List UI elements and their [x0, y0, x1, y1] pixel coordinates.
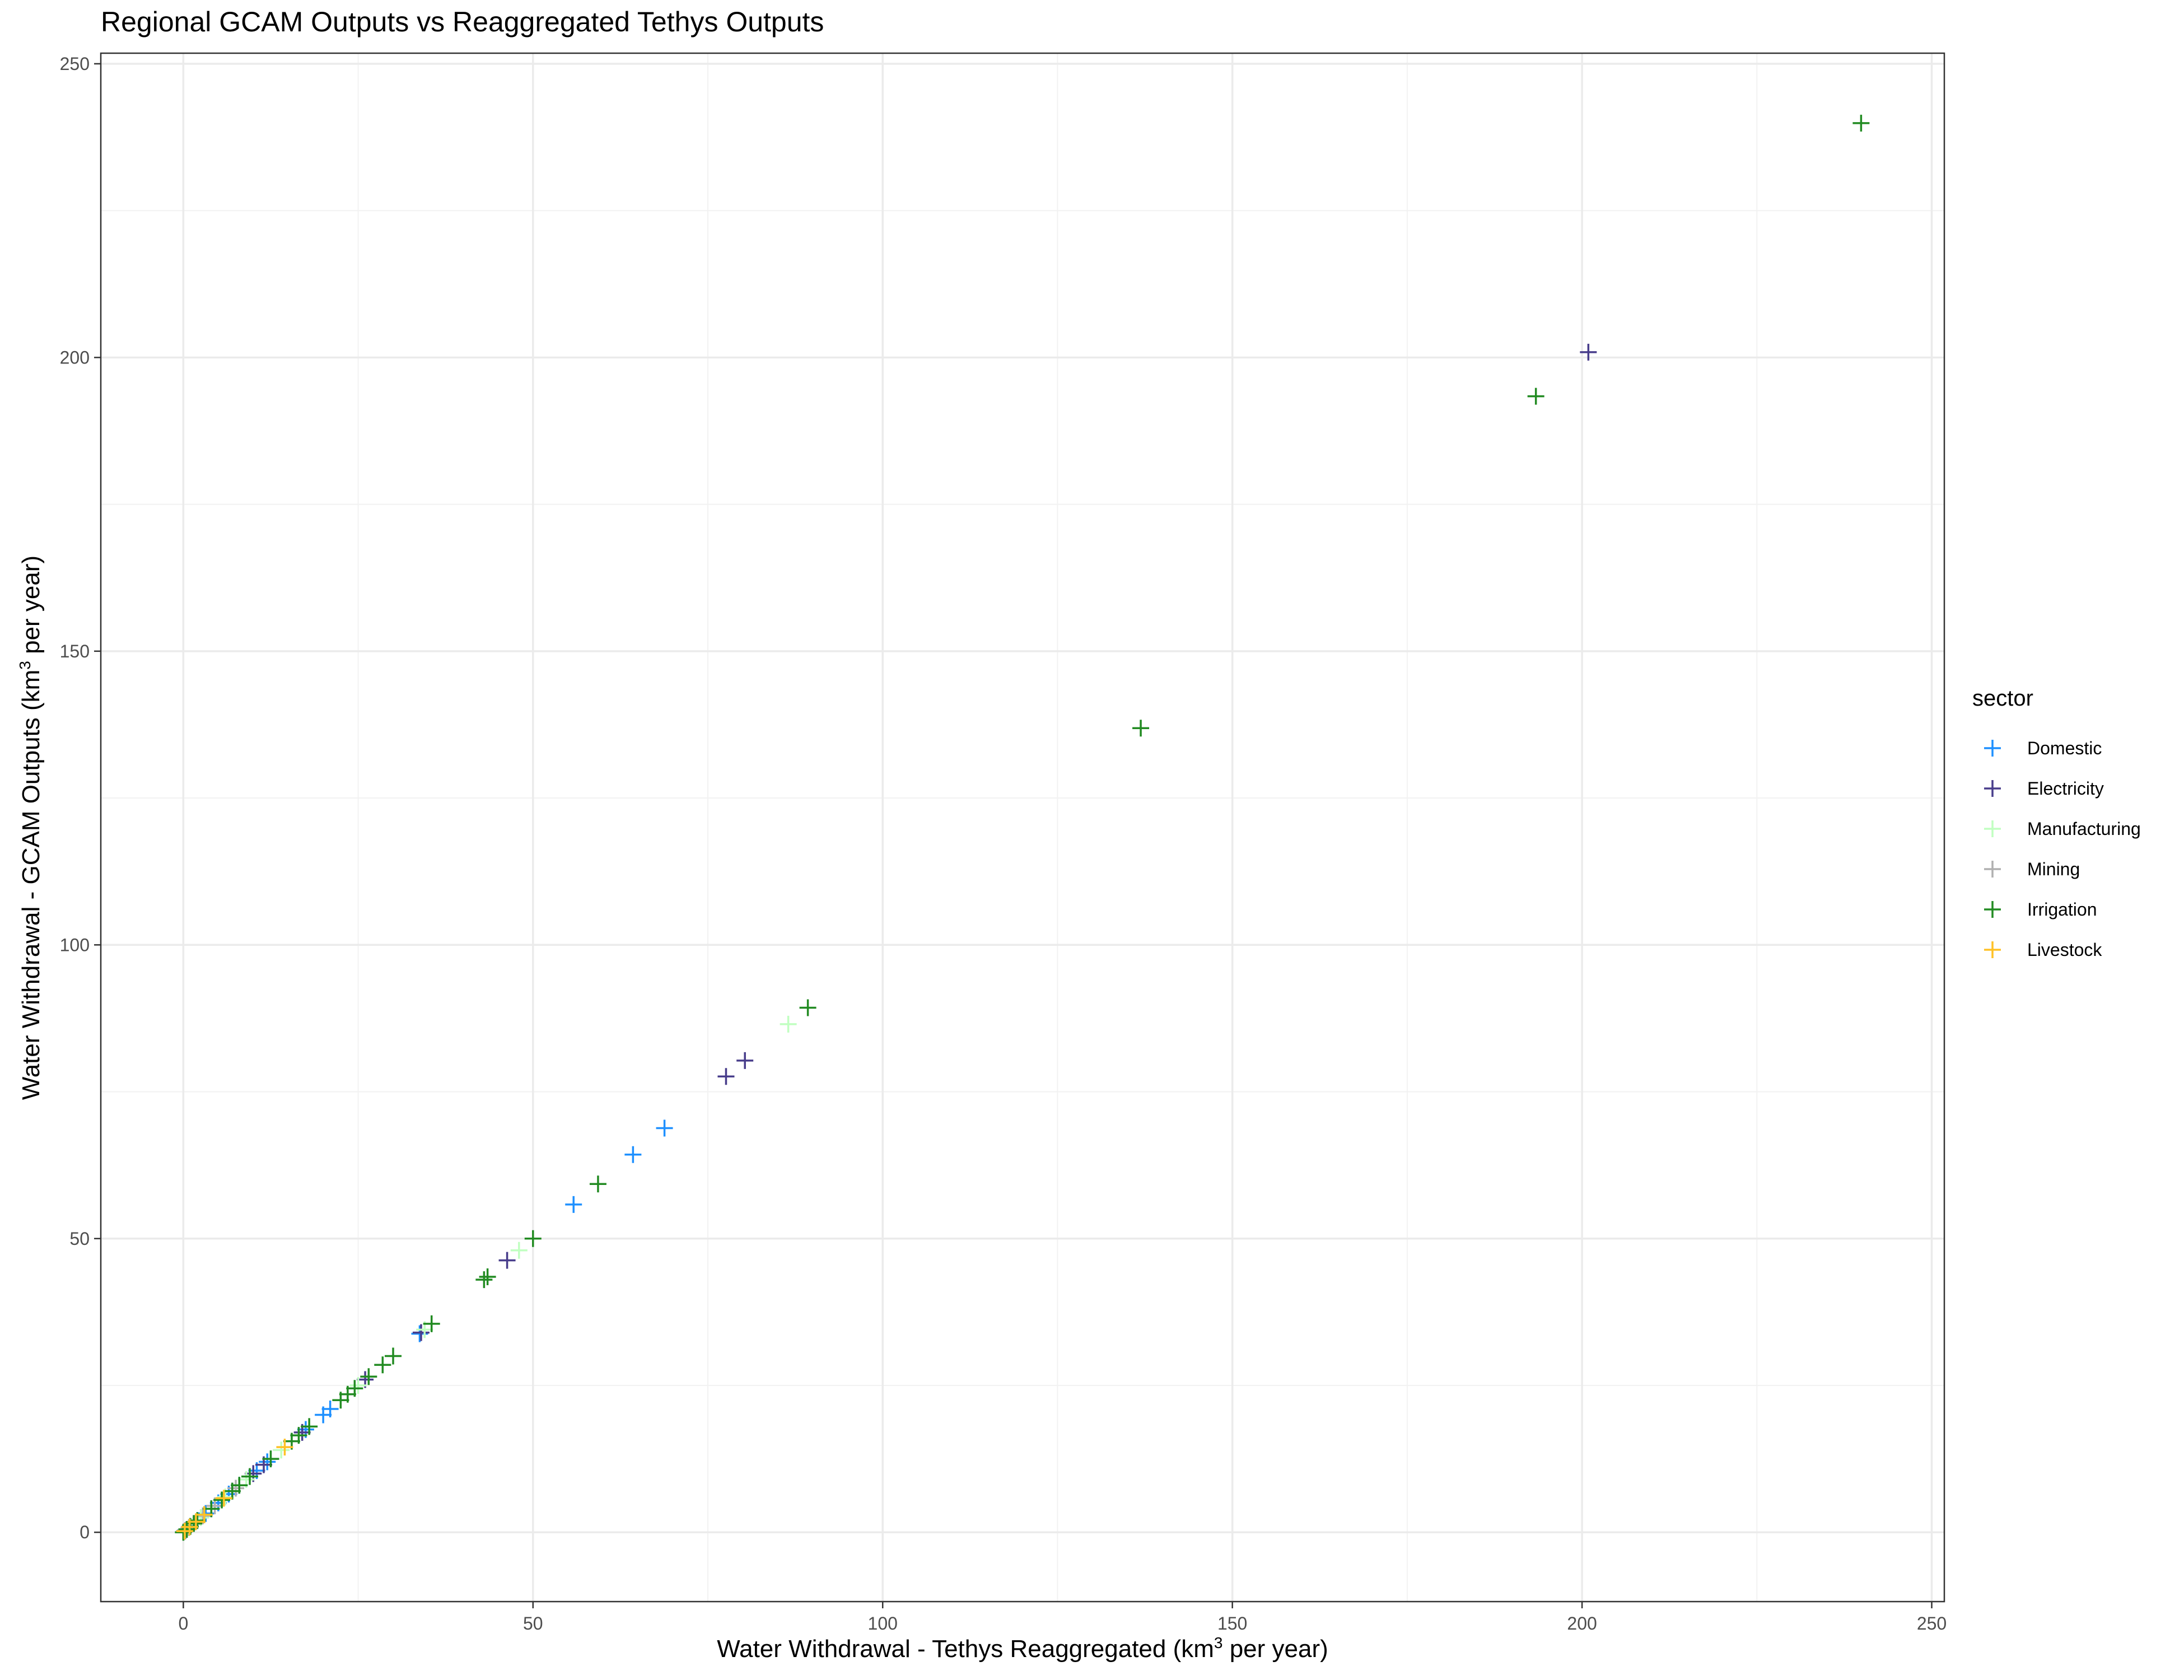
- legend-label: Mining: [2027, 858, 2080, 879]
- data-point-irrigation: [1132, 720, 1150, 737]
- data-point-domestic: [411, 1325, 428, 1342]
- data-point-domestic: [321, 1400, 339, 1417]
- y-axis-label-text: Water Withdrawal - GCAM Outputs (km: [17, 669, 45, 1100]
- data-point-irrigation: [475, 1271, 493, 1289]
- legend-label: Electricity: [2027, 778, 2104, 799]
- data-point-irrigation: [524, 1230, 542, 1247]
- legend-label: Livestock: [2027, 939, 2102, 960]
- data-point-irrigation: [262, 1450, 279, 1468]
- data-point-irrigation: [213, 1491, 231, 1509]
- legend-marker-domestic: [1984, 740, 2001, 757]
- data-point-irrigation: [799, 999, 816, 1016]
- x-axis: 0 50 100 150 200 250: [178, 1602, 1947, 1634]
- data-point-domestic: [565, 1196, 582, 1213]
- x-axis-label-text: Water Withdrawal - Tethys Reaggregated (…: [717, 1635, 1214, 1663]
- x-tick-label: 150: [1217, 1613, 1247, 1634]
- data-point-irrigation: [231, 1477, 248, 1494]
- data-point-electricity: [717, 1068, 735, 1085]
- y-tick-label: 0: [80, 1522, 90, 1542]
- legend-marker-livestock: [1984, 941, 2001, 958]
- legend-key-electricity: [1972, 768, 2013, 809]
- data-point-irrigation: [479, 1268, 496, 1285]
- data-point-electricity: [498, 1252, 516, 1269]
- data-point-livestock: [187, 1513, 204, 1530]
- legend-key-mining: [1972, 849, 2013, 889]
- legend-marker-electricity: [1984, 780, 2001, 797]
- x-axis-label-superscript: 3: [1214, 1634, 1223, 1651]
- legend-items: Domestic Electricity Manufacturing Mining Ir…: [1972, 728, 2141, 970]
- data-point-domestic: [624, 1146, 642, 1163]
- major-gridlines: [101, 53, 1944, 1602]
- data-point-irrigation: [185, 1515, 203, 1532]
- x-tick-label: 0: [178, 1613, 188, 1634]
- data-point-manufacturing: [349, 1376, 367, 1394]
- legend-title: sector: [1972, 686, 2033, 711]
- data-point-mining: [227, 1480, 245, 1497]
- x-tick-label: 100: [868, 1613, 898, 1634]
- legend-item-domestic: Domestic: [1972, 728, 2141, 768]
- legend-marker-manufacturing: [1984, 820, 2001, 837]
- legend-item-electricity: Electricity: [1972, 768, 2141, 809]
- data-point-irrigation: [346, 1380, 363, 1397]
- x-tick-label: 50: [523, 1613, 543, 1634]
- data-point-manufacturing: [510, 1242, 528, 1259]
- y-axis-label-unit: per year): [17, 555, 45, 661]
- legend-item-livestock: Livestock: [1972, 930, 2141, 970]
- data-point-irrigation: [1527, 388, 1544, 405]
- data-point-domestic: [656, 1119, 673, 1137]
- data-point-electricity: [412, 1324, 430, 1341]
- legend-marker-irrigation: [1984, 901, 2001, 918]
- legend: sector Domestic Electricity Manufacturing M…: [1972, 686, 2141, 970]
- y-tick-label: 150: [60, 641, 90, 661]
- y-axis: 0 50 100 150 200 250: [60, 54, 101, 1542]
- data-point-irrigation: [374, 1356, 391, 1374]
- plot-panel-border: [100, 52, 1945, 1603]
- data-points: [175, 114, 1870, 1541]
- data-point-irrigation: [1852, 114, 1870, 132]
- y-axis-label-superscript: 3: [16, 660, 34, 670]
- data-point-irrigation: [241, 1468, 259, 1485]
- legend-key-domestic: [1972, 728, 2013, 768]
- y-axis-label-container: Water Withdrawal - GCAM Outputs (km3 per…: [0, 53, 62, 1602]
- y-axis-label: Water Withdrawal - GCAM Outputs (km3 per…: [16, 555, 45, 1099]
- legend-item-manufacturing: Manufacturing: [1972, 809, 2141, 849]
- data-point-irrigation: [385, 1347, 402, 1365]
- minor-gridlines: [101, 53, 1944, 1602]
- legend-marker-mining: [1984, 861, 2001, 878]
- legend-key-livestock: [1972, 930, 2013, 970]
- data-point-irrigation: [423, 1315, 440, 1332]
- data-point-irrigation: [360, 1368, 377, 1385]
- data-point-livestock: [215, 1490, 232, 1507]
- legend-item-mining: Mining: [1972, 849, 2141, 889]
- legend-key-manufacturing: [1972, 809, 2013, 849]
- data-point-irrigation: [290, 1427, 307, 1444]
- y-tick-label: 50: [69, 1229, 90, 1249]
- legend-label: Manufacturing: [2027, 818, 2141, 839]
- legend-label: Irrigation: [2027, 899, 2097, 920]
- x-tick-label: 200: [1567, 1613, 1597, 1634]
- y-tick-label: 250: [60, 54, 90, 74]
- data-point-livestock: [195, 1506, 213, 1523]
- y-tick-label: 100: [60, 935, 90, 955]
- x-tick-label: 250: [1917, 1613, 1947, 1634]
- data-point-irrigation: [301, 1418, 318, 1435]
- data-point-livestock: [276, 1439, 293, 1456]
- data-point-domestic: [259, 1453, 276, 1471]
- x-axis-label-unit: per year): [1222, 1635, 1328, 1663]
- data-point-electricity: [736, 1052, 754, 1069]
- chart-title: Regional GCAM Outputs vs Reaggregated Te…: [101, 6, 824, 38]
- x-axis-label: Water Withdrawal - Tethys Reaggregated (…: [101, 1634, 1944, 1663]
- data-point-manufacturing: [780, 1015, 797, 1033]
- data-point-irrigation: [589, 1175, 606, 1193]
- data-point-electricity: [1580, 343, 1597, 361]
- legend-label: Domestic: [2027, 738, 2102, 758]
- legend-key-irrigation: [1972, 889, 2013, 930]
- legend-item-irrigation: Irrigation: [1972, 889, 2141, 930]
- data-point-manufacturing: [273, 1441, 290, 1459]
- y-tick-label: 200: [60, 347, 90, 367]
